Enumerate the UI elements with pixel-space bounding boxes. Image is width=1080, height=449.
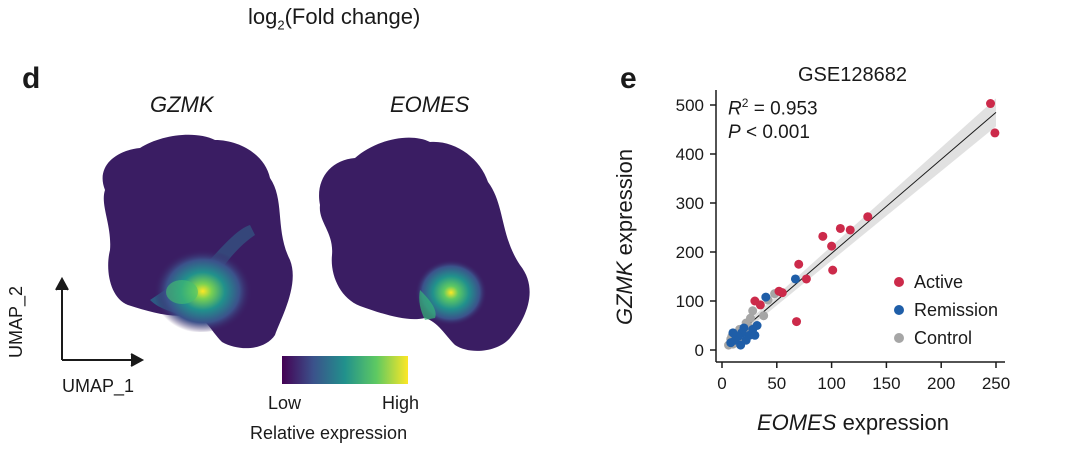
data-point-remission	[728, 328, 738, 338]
data-point-remission	[741, 335, 751, 345]
data-point-active	[792, 317, 802, 327]
data-point-remission	[761, 292, 771, 302]
x-tick-label: 200	[927, 374, 955, 393]
y-tick-label: 500	[676, 96, 704, 115]
umap-plots	[55, 134, 530, 384]
data-point-active	[828, 265, 838, 275]
data-point-control	[759, 311, 769, 321]
x-tick-label: 0	[717, 374, 726, 393]
data-point-active	[794, 259, 804, 269]
umap-eomes-embedding	[319, 137, 530, 351]
legend-label-active: Active	[914, 271, 964, 292]
x-tick-label: 150	[872, 374, 900, 393]
legend-label-remission: Remission	[914, 299, 999, 320]
panel-e-letter: e	[620, 62, 637, 95]
scatter-title: GSE128682	[798, 64, 907, 86]
legend-marker-remission	[894, 305, 904, 315]
data-point-remission	[790, 274, 800, 284]
data-point-control	[745, 313, 755, 323]
fold-change-label: log2(Fold change)	[248, 4, 421, 33]
data-point-active	[845, 225, 855, 235]
legend-item-control: Control	[894, 324, 998, 352]
umap-axes	[55, 276, 145, 367]
data-point-remission	[726, 338, 736, 348]
data-point-active	[863, 212, 873, 222]
data-point-active	[835, 223, 845, 233]
legend-label-control: Control	[914, 327, 973, 348]
x-tick-label: 50	[767, 374, 786, 393]
legend-marker-active	[894, 277, 904, 287]
data-point-active	[801, 274, 811, 284]
umap-title-gzmk: GZMK	[150, 92, 214, 117]
r2-annotation: R2 = 0.953	[728, 96, 818, 120]
y-tick-label: 0	[695, 341, 704, 360]
legend: Active Remission Control	[894, 268, 998, 352]
data-point-control	[748, 306, 758, 316]
colorbar-title: Relative expression	[250, 423, 408, 443]
y-tick-label: 400	[676, 145, 704, 164]
data-point-active	[774, 286, 784, 296]
data-point-active	[827, 241, 837, 251]
legend-marker-control	[894, 333, 904, 343]
panel-d-letter: d	[22, 62, 41, 95]
umap-title-eomes: EOMES	[390, 92, 470, 117]
umap-gzmk-embedding	[102, 134, 293, 349]
y-tick-label: 300	[676, 194, 704, 213]
legend-item-active: Active	[894, 268, 998, 296]
x-axis-label: EOMES expression	[757, 410, 949, 435]
colorbar-high-label: High	[382, 393, 420, 413]
fit-confidence-band	[727, 98, 996, 346]
umap-1-label: UMAP_1	[62, 376, 135, 396]
data-point-active	[986, 99, 996, 109]
data-point-active	[990, 128, 1000, 138]
colorbar-low-label: Low	[268, 393, 302, 413]
data-point-remission	[750, 330, 760, 340]
data-point-active	[818, 231, 828, 241]
y-tick-label: 200	[676, 243, 704, 262]
colorbar	[282, 356, 408, 384]
x-tick-label: 100	[817, 374, 845, 393]
legend-item-remission: Remission	[894, 296, 998, 324]
fit-line	[727, 111, 997, 344]
data-point-active	[750, 296, 760, 306]
x-tick-label: 250	[982, 374, 1010, 393]
y-tick-label: 100	[676, 292, 704, 311]
p-annotation: P < 0.001	[728, 122, 810, 143]
